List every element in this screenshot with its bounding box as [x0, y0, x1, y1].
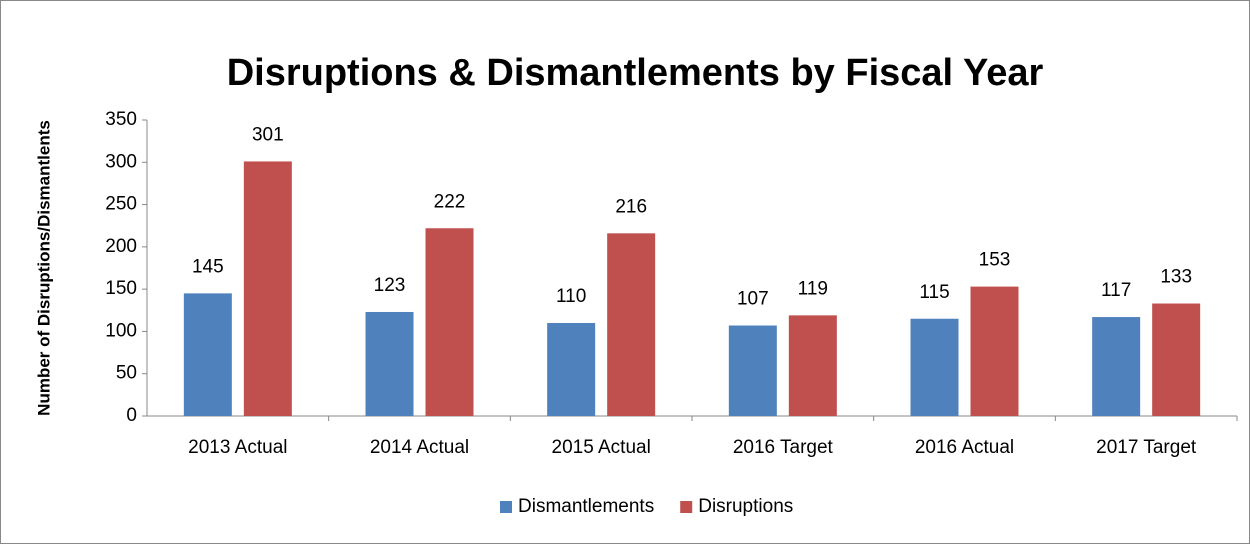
data-label: 110	[556, 286, 586, 307]
bar	[728, 325, 777, 416]
x-tick-label: 2016 Actual	[915, 437, 1014, 458]
y-tick-label: 50	[116, 363, 137, 384]
y-tick-label: 250	[105, 194, 137, 215]
bar	[183, 293, 232, 416]
bar	[425, 228, 474, 416]
data-label: 115	[919, 282, 949, 303]
legend-label: Dismantlements	[518, 496, 654, 517]
bar	[365, 311, 414, 416]
bar	[970, 286, 1019, 416]
legend-swatch	[500, 501, 512, 513]
data-label: 153	[979, 250, 1011, 271]
data-label: 119	[798, 278, 828, 299]
data-label: 301	[252, 124, 284, 145]
x-tick-label: 2015 Actual	[552, 437, 651, 458]
bar	[1152, 303, 1201, 416]
x-tick-label: 2014 Actual	[370, 437, 469, 458]
bar	[910, 318, 959, 416]
y-tick-label: 150	[105, 278, 137, 299]
y-tick-label: 200	[105, 236, 137, 257]
y-axis-label: Number of Disruptions/Dismantlents	[34, 120, 53, 416]
x-tick-label: 2016 Target	[733, 437, 834, 458]
legend-swatch	[680, 501, 693, 513]
y-tick-label: 350	[105, 109, 137, 130]
data-label: 123	[374, 275, 406, 296]
bar	[788, 315, 837, 416]
y-tick-label: 100	[105, 320, 137, 341]
bar	[547, 322, 596, 416]
x-tick-label: 2013 Actual	[188, 437, 287, 458]
data-label: 133	[1160, 267, 1192, 288]
legend-label: Disruptions	[698, 496, 793, 517]
y-tick-label: 0	[126, 405, 137, 426]
data-label: 117	[1101, 280, 1131, 301]
data-label: 107	[737, 289, 769, 310]
bar	[607, 233, 656, 416]
data-label: 216	[615, 196, 647, 217]
bar	[1092, 317, 1141, 416]
x-tick-label: 2017 Target	[1096, 437, 1197, 458]
chart-title: Disruptions & Dismantlements by Fiscal Y…	[227, 52, 1044, 94]
data-label: 222	[434, 191, 466, 212]
y-tick-label: 300	[105, 151, 137, 172]
bar	[243, 161, 292, 416]
data-label: 145	[192, 256, 224, 277]
